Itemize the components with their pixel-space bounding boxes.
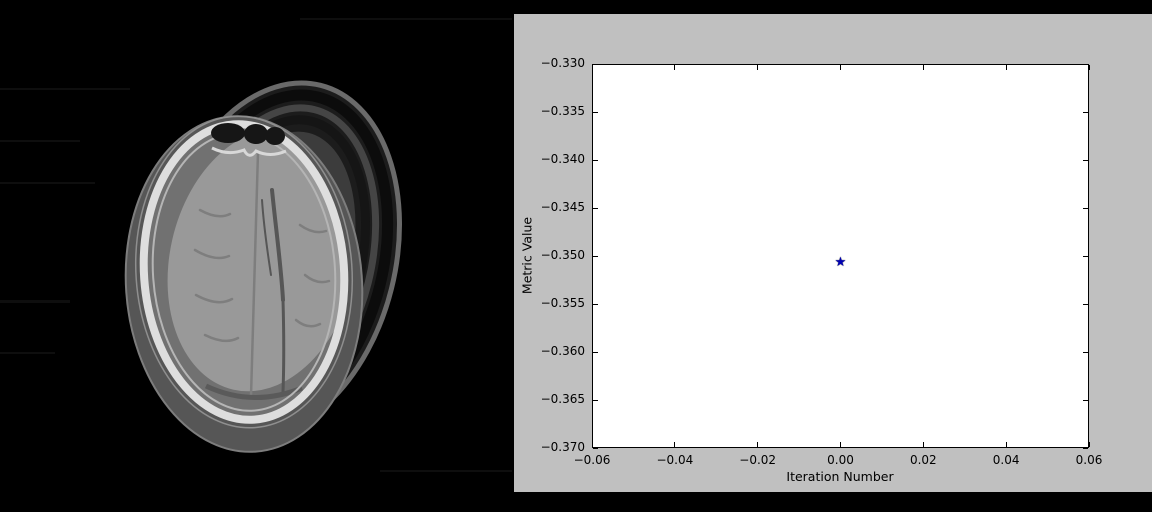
- y-tick-label: −0.335: [540, 104, 585, 118]
- x-tick-mark: [840, 65, 841, 70]
- x-tick-mark: [922, 442, 924, 447]
- x-tick-mark: [757, 65, 759, 70]
- y-tick-mark: [1083, 447, 1088, 449]
- y-tick-mark: [1083, 63, 1088, 65]
- x-tick-label: −0.02: [739, 453, 777, 467]
- x-tick-mark: [757, 442, 759, 447]
- y-tick-label: −0.370: [540, 440, 585, 454]
- y-tick-mark: [593, 63, 598, 65]
- y-tick-label: −0.365: [540, 392, 585, 406]
- x-tick-mark: [674, 65, 676, 70]
- y-tick-label: −0.330: [540, 56, 585, 70]
- y-tick-mark: [1083, 207, 1088, 209]
- y-tick-mark: [593, 207, 598, 209]
- y-tick-mark: [593, 351, 598, 353]
- y-tick-mark: [593, 159, 598, 161]
- x-tick-mark: [674, 442, 676, 447]
- x-tick-mark: [922, 65, 924, 70]
- x-tick-mark: [591, 442, 593, 447]
- x-axis-label: Iteration Number: [786, 469, 894, 484]
- y-tick-label: −0.360: [540, 344, 585, 358]
- frontal-sinuses: [211, 123, 285, 145]
- x-tick-mark: [840, 442, 841, 447]
- scan-artifacts: [0, 18, 512, 472]
- y-tick-mark: [593, 111, 598, 113]
- sulci-lines: [193, 150, 331, 398]
- brain-tissue: [167, 128, 351, 401]
- y-tick-label: −0.345: [540, 200, 585, 214]
- x-tick-mark: [1005, 442, 1007, 447]
- posterior-shadow: [204, 383, 303, 401]
- medical-image-panel: [0, 0, 514, 512]
- x-tick-label: −0.04: [656, 453, 694, 467]
- y-tick-label: −0.355: [540, 296, 585, 310]
- y-tick-mark: [593, 255, 598, 257]
- x-tick-mark: [1005, 65, 1007, 70]
- y-tick-mark: [1083, 111, 1088, 113]
- y-tick-mark: [1083, 255, 1088, 257]
- crista-galli-line: [211, 146, 287, 157]
- y-tick-mark: [1083, 159, 1088, 161]
- x-tick-mark: [1088, 442, 1090, 447]
- y-tick-mark: [593, 447, 598, 449]
- y-tick-mark: [1083, 399, 1088, 401]
- x-tick-label: −0.06: [573, 453, 611, 467]
- y-tick-label: −0.350: [540, 248, 585, 262]
- brain-ct-mri-overlay-image: [0, 0, 514, 512]
- plot-axes: [592, 64, 1089, 448]
- y-tick-mark: [1083, 351, 1088, 353]
- y-tick-label: −0.340: [540, 152, 585, 166]
- x-tick-label: 0.06: [1075, 453, 1103, 467]
- y-tick-mark: [1083, 303, 1088, 305]
- metric-data-point: ★: [834, 254, 847, 270]
- falx-shadow: [261, 188, 286, 394]
- x-tick-label: 0.00: [827, 453, 854, 467]
- figure-panel: Iteration Number Metric Value −0.06 −0.04…: [514, 14, 1152, 492]
- x-tick-label: 0.02: [909, 453, 937, 467]
- x-tick-mark: [1088, 65, 1090, 70]
- y-tick-mark: [593, 303, 598, 305]
- x-tick-label: 0.04: [992, 453, 1020, 467]
- x-tick-mark: [591, 65, 593, 70]
- y-tick-mark: [593, 399, 598, 401]
